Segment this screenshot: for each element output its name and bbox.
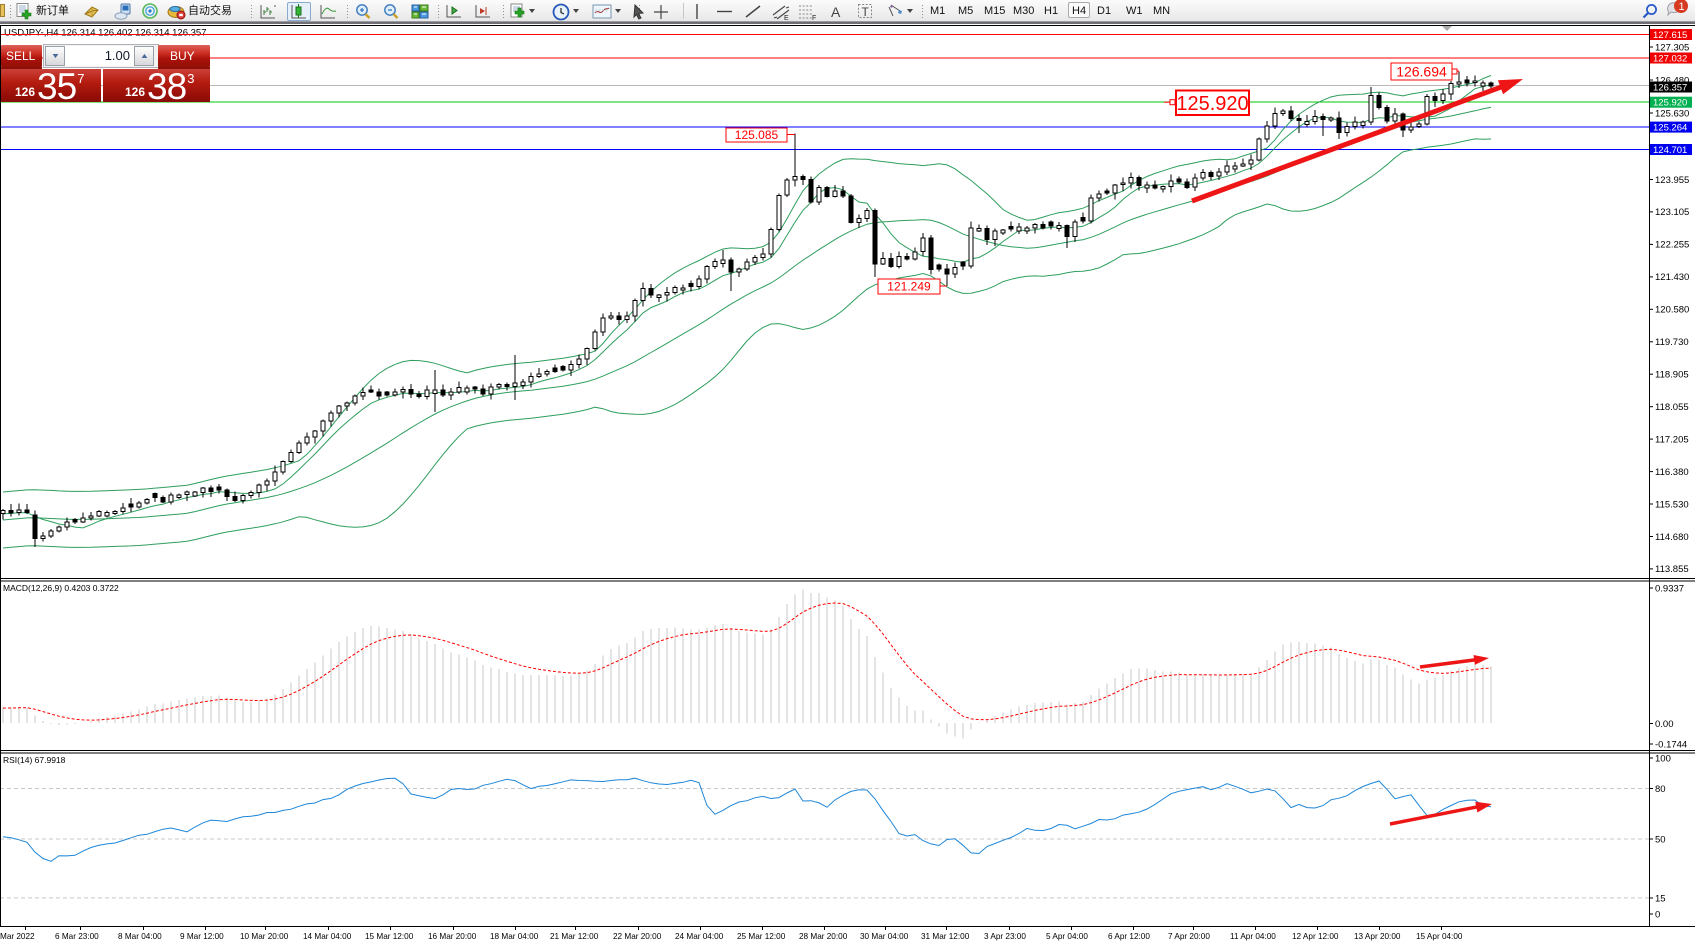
svg-text:50: 50 — [1655, 834, 1666, 845]
svg-text:12 Apr 12:00: 12 Apr 12:00 — [1292, 932, 1339, 941]
svg-text:30 Mar 04:00: 30 Mar 04:00 — [860, 932, 909, 941]
svg-text:A: A — [831, 4, 841, 20]
svg-text:3 Apr 23:00: 3 Apr 23:00 — [984, 932, 1026, 941]
svg-text:24 Mar 04:00: 24 Mar 04:00 — [675, 932, 724, 941]
svg-text:80: 80 — [1655, 784, 1666, 795]
svg-text:6 Mar 23:00: 6 Mar 23:00 — [55, 932, 99, 941]
svg-text:Mar 2022: Mar 2022 — [0, 932, 35, 941]
svg-text:100: 100 — [1655, 753, 1671, 764]
svg-text:126.480: 126.480 — [1655, 75, 1689, 86]
svg-text:125.630: 125.630 — [1655, 108, 1689, 119]
svg-text:116.380: 116.380 — [1655, 467, 1689, 478]
svg-text:22 Mar 20:00: 22 Mar 20:00 — [613, 932, 662, 941]
svg-text:9 Mar 12:00: 9 Mar 12:00 — [180, 932, 224, 941]
svg-text:13 Apr 20:00: 13 Apr 20:00 — [1354, 932, 1401, 941]
svg-text:122.255: 122.255 — [1655, 240, 1689, 251]
svg-text:125.264: 125.264 — [1653, 123, 1687, 134]
svg-text:11 Apr 04:00: 11 Apr 04:00 — [1230, 932, 1276, 941]
svg-text:127.032: 127.032 — [1653, 53, 1687, 64]
svg-text:121.249: 121.249 — [887, 280, 931, 294]
svg-text:14 Mar 04:00: 14 Mar 04:00 — [303, 932, 352, 941]
svg-text:126.357: 126.357 — [1653, 82, 1687, 93]
svg-text:10 Mar 20:00: 10 Mar 20:00 — [240, 932, 289, 941]
svg-text:124.701: 124.701 — [1653, 145, 1687, 156]
svg-text:16 Mar 20:00: 16 Mar 20:00 — [428, 932, 477, 941]
svg-text:125.085: 125.085 — [735, 128, 779, 142]
svg-text:123.105: 123.105 — [1655, 207, 1689, 218]
svg-text:T: T — [862, 5, 870, 19]
svg-text:118.055: 118.055 — [1655, 402, 1689, 413]
svg-text:18 Mar 04:00: 18 Mar 04:00 — [490, 932, 539, 941]
svg-text:6 Apr 12:00: 6 Apr 12:00 — [1108, 932, 1150, 941]
svg-text:1: 1 — [1679, 1, 1685, 13]
svg-text:7 Apr 20:00: 7 Apr 20:00 — [1168, 932, 1210, 941]
svg-text:21 Mar 12:00: 21 Mar 12:00 — [550, 932, 599, 941]
svg-text:126.694: 126.694 — [1396, 63, 1447, 79]
svg-text:125.920: 125.920 — [1653, 98, 1687, 109]
svg-text:0.00: 0.00 — [1655, 719, 1674, 730]
svg-text:117.205: 117.205 — [1655, 434, 1689, 445]
svg-text:25 Mar 12:00: 25 Mar 12:00 — [737, 932, 786, 941]
svg-text:125.920: 125.920 — [1176, 93, 1248, 115]
svg-text:5 Apr 04:00: 5 Apr 04:00 — [1046, 932, 1088, 941]
svg-text:MACD(12,26,9) 0.4203 0.3722: MACD(12,26,9) 0.4203 0.3722 — [3, 583, 119, 593]
svg-text:15 Apr 04:00: 15 Apr 04:00 — [1416, 932, 1463, 941]
svg-text:123.955: 123.955 — [1655, 175, 1689, 186]
svg-text:31 Mar 12:00: 31 Mar 12:00 — [921, 932, 970, 941]
svg-text:USDJPY-,H4 126.314 126.402 12: USDJPY-,H4 126.314 126.402 126.314 126.3… — [4, 28, 206, 39]
svg-text:127.615: 127.615 — [1653, 30, 1687, 41]
svg-text:15: 15 — [1655, 893, 1666, 904]
svg-text:F: F — [812, 15, 816, 21]
svg-text:113.855: 113.855 — [1655, 564, 1689, 575]
svg-text:115.530: 115.530 — [1655, 499, 1689, 510]
svg-text:15 Mar 12:00: 15 Mar 12:00 — [365, 932, 414, 941]
svg-text:8 Mar 04:00: 8 Mar 04:00 — [118, 932, 162, 941]
svg-text:0.9337: 0.9337 — [1655, 583, 1684, 594]
svg-text:118.905: 118.905 — [1655, 370, 1689, 381]
svg-text:114.680: 114.680 — [1655, 532, 1689, 543]
svg-text:119.730: 119.730 — [1655, 337, 1689, 348]
svg-text:E: E — [784, 15, 789, 21]
svg-text:127.305: 127.305 — [1655, 42, 1689, 53]
svg-text:0: 0 — [1655, 909, 1660, 920]
svg-text:120.580: 120.580 — [1655, 305, 1689, 316]
svg-text:121.430: 121.430 — [1655, 272, 1689, 283]
svg-text:RSI(14) 67.9918: RSI(14) 67.9918 — [3, 755, 66, 765]
svg-text:-0.1744: -0.1744 — [1655, 739, 1687, 750]
svg-text:28 Mar 20:00: 28 Mar 20:00 — [799, 932, 848, 941]
